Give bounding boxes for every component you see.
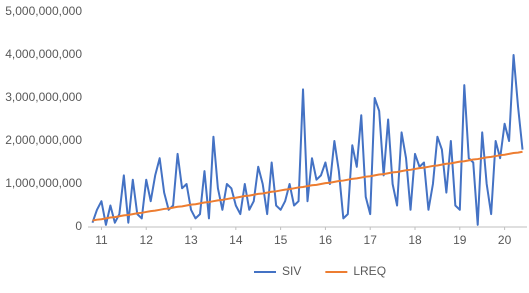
x-tick-label: 18	[408, 233, 422, 247]
legend-label: SIV	[282, 264, 301, 278]
y-tick-label: 3,000,000,000	[5, 90, 82, 104]
x-tick-label: 11	[95, 233, 108, 247]
y-tick-label: 4,000,000,000	[5, 47, 82, 61]
y-tick-label: 0	[75, 219, 82, 233]
y-tick-label: 1,000,000,000	[5, 176, 82, 190]
x-tick-label: 14	[229, 233, 243, 247]
y-tick-label: 5,000,000,000	[5, 4, 82, 18]
x-tick-label: 20	[498, 233, 512, 247]
x-tick-label: 13	[184, 233, 198, 247]
series-line	[91, 54, 524, 226]
x-tick-label: 15	[274, 233, 288, 247]
legend-label: LREQ	[353, 264, 386, 278]
x-tick-label: 19	[453, 233, 467, 247]
y-tick-label: 2,000,000,000	[5, 133, 82, 147]
series-line	[92, 150, 523, 222]
x-tick-label: 16	[319, 233, 333, 247]
x-tick-label: 17	[364, 233, 378, 247]
x-tick-label: 12	[140, 233, 154, 247]
